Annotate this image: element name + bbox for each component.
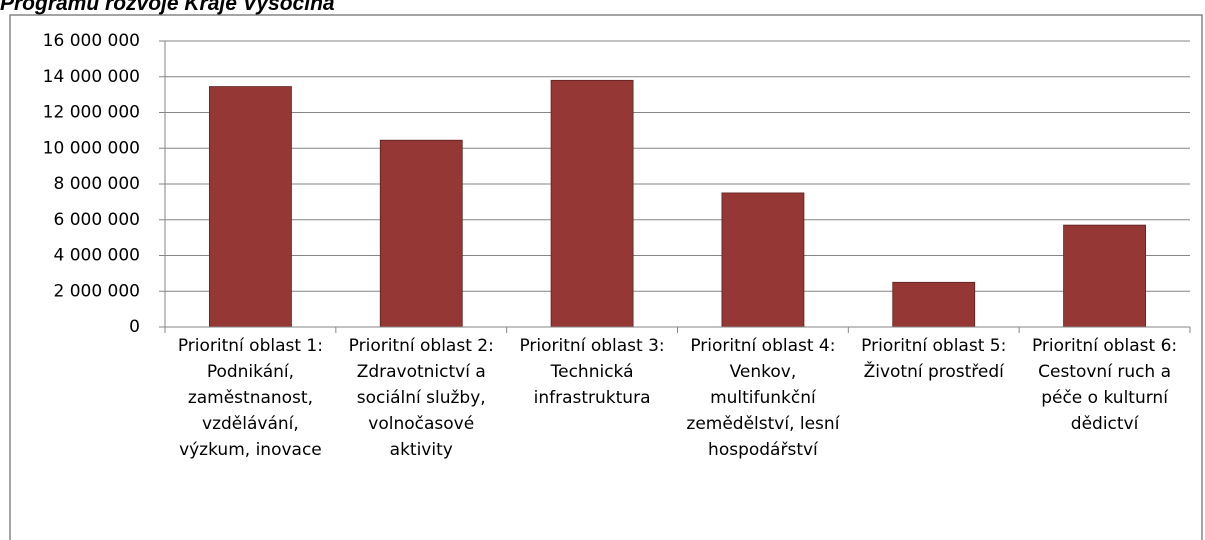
x-tick-label: Prioritní oblast 3: Technická infrastruk… <box>519 336 665 408</box>
x-tick-label: Prioritní oblast 5: Životní prostředí <box>861 336 1007 382</box>
y-tick-label: 0 <box>129 317 140 337</box>
bar <box>209 86 292 328</box>
bar <box>379 139 463 328</box>
y-tick-label: 8 000 000 <box>53 174 140 194</box>
bar <box>892 281 976 328</box>
y-tick-label: 16 000 000 <box>43 31 140 51</box>
x-tick-label: Prioritní oblast 6: Cestovní ruch a péče… <box>1031 336 1178 434</box>
x-tick-label: Prioritní oblast 2: Zdravotnictví a soci… <box>348 336 494 460</box>
x-tick-label: Prioritní oblast 4: Venkov, multifunkční… <box>686 336 840 460</box>
y-tick-label: 14 000 000 <box>43 67 140 87</box>
bar <box>550 79 634 328</box>
y-tick-label: 10 000 000 <box>43 138 140 158</box>
y-tick-label: 6 000 000 <box>53 210 140 230</box>
chart-title: Programu rozvoje Kraje Vysočina <box>0 0 335 15</box>
y-tick-label: 2 000 000 <box>53 281 140 301</box>
x-tick-label: Prioritní oblast 1: Podnikání, zaměstnan… <box>177 336 323 460</box>
bar <box>721 192 805 328</box>
y-tick-label: 12 000 000 <box>43 103 140 123</box>
y-tick-label: 4 000 000 <box>53 246 140 266</box>
bar <box>1063 224 1146 328</box>
